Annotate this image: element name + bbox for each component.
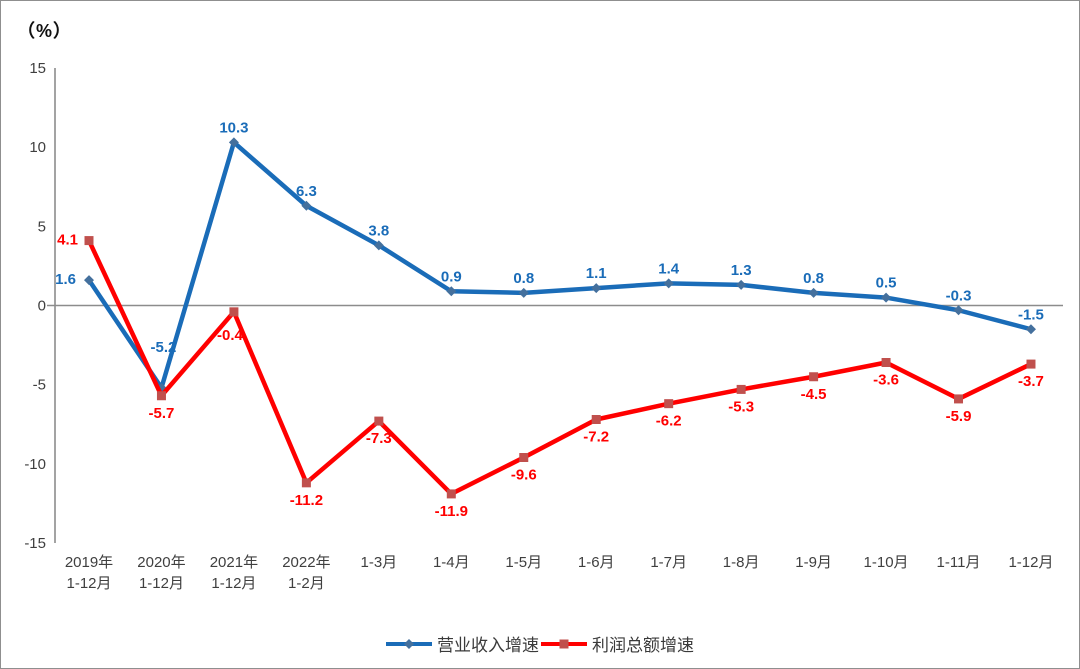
series-line-0	[86, 140, 1034, 391]
legend-label: 利润总额增速	[592, 636, 694, 655]
x-tick-label: 1-6月	[578, 554, 615, 571]
x-tick-label: 2020年	[137, 554, 185, 571]
y-tick-label: -5	[33, 377, 46, 394]
data-point-marker	[446, 489, 456, 499]
data-point-label: -7.2	[583, 429, 609, 446]
data-point-marker	[446, 286, 457, 297]
x-tick-label: 1-3月	[360, 554, 397, 571]
data-point-label: 10.3	[219, 119, 248, 136]
data-point-marker	[84, 236, 94, 246]
data-point-marker	[229, 307, 239, 317]
x-tick-label: 1-12月	[139, 575, 184, 592]
data-point-label: 0.5	[876, 275, 897, 292]
data-point-marker	[663, 278, 674, 289]
legend-item-0: 营业收入增速	[386, 631, 539, 656]
x-tick-label: 1-11月	[937, 554, 981, 571]
legend-label: 营业收入增速	[437, 636, 539, 655]
data-point-marker	[736, 384, 746, 394]
x-tick-label: 1-2月	[288, 575, 325, 592]
y-tick-label: 5	[38, 218, 46, 235]
data-point-marker	[664, 399, 674, 409]
data-point-marker	[591, 283, 602, 294]
data-point-label: -3.7	[1018, 373, 1044, 390]
data-point-label: -1.5	[1018, 306, 1044, 323]
data-point-marker	[228, 137, 239, 148]
x-tick-label: 2022年	[282, 554, 330, 571]
data-point-marker	[373, 240, 384, 251]
data-point-marker	[84, 275, 94, 286]
data-point-label: 1.3	[731, 262, 752, 279]
data-point-label: 4.1	[57, 232, 78, 249]
data-point-label: -5.3	[728, 398, 754, 415]
data-point-label: -6.2	[656, 413, 682, 430]
x-tick-label: 1-12月	[66, 575, 111, 592]
legend-marker-square-icon	[541, 639, 587, 648]
data-point-label: -7.3	[366, 430, 392, 447]
data-point-marker	[519, 453, 529, 462]
data-point-marker	[954, 394, 964, 404]
chart-legend: 营业收入增速 利润总额增速	[1, 631, 1079, 656]
y-tick-label: 15	[29, 60, 46, 77]
data-point-marker	[881, 292, 892, 303]
x-tick-label: 1-9月	[795, 554, 832, 571]
x-tick-label: 1-7月	[650, 554, 687, 571]
data-point-label: -4.5	[801, 386, 827, 403]
data-point-marker	[736, 279, 747, 290]
data-point-label: 1.4	[658, 260, 680, 277]
data-point-marker	[156, 391, 166, 401]
y-tick-label: 0	[38, 298, 46, 315]
series-line-1	[86, 238, 1034, 497]
data-point-label: -5.7	[149, 405, 175, 422]
y-axis-unit-label: （%）	[17, 21, 73, 41]
x-tick-label: 1-4月	[433, 554, 470, 571]
data-point-label: -5.2	[151, 339, 177, 356]
y-tick-label: -10	[24, 456, 46, 473]
y-tick-label: -15	[24, 535, 46, 552]
data-point-label: -11.2	[290, 492, 323, 509]
data-point-marker	[374, 416, 384, 426]
x-tick-label: 2021年	[210, 554, 258, 571]
x-tick-label: 2019年	[65, 554, 113, 571]
x-tick-label: 1-12月	[211, 575, 256, 592]
data-point-label: 3.8	[368, 222, 389, 239]
legend-item-1: 利润总额增速	[541, 631, 694, 656]
data-point-marker	[808, 287, 819, 298]
legend-marker-diamond-icon	[386, 638, 432, 649]
y-tick-label: 10	[29, 139, 46, 156]
data-point-marker	[953, 305, 964, 316]
x-tick-label: 1-8月	[723, 554, 760, 571]
data-point-marker	[301, 200, 312, 211]
data-point-label: 6.3	[296, 183, 317, 200]
data-point-marker	[881, 358, 891, 367]
data-point-marker	[591, 415, 601, 424]
data-point-marker	[1026, 359, 1036, 369]
data-point-marker	[1025, 324, 1036, 335]
data-point-label: 0.8	[803, 270, 824, 287]
data-point-marker	[518, 287, 529, 298]
data-point-label: 1.6	[55, 271, 76, 288]
data-point-label: -5.9	[946, 408, 972, 425]
data-point-label: -11.9	[435, 503, 468, 520]
x-tick-label: 1-5月	[505, 554, 542, 571]
x-tick-label: 1-10月	[864, 554, 909, 571]
data-point-label: -3.6	[873, 372, 899, 389]
data-point-label: 0.9	[441, 268, 462, 285]
data-point-label: 0.8	[513, 270, 534, 287]
data-point-marker	[809, 372, 819, 382]
x-tick-label: 1-12月	[1008, 554, 1053, 571]
data-point-marker	[301, 478, 311, 488]
data-point-label: 1.1	[586, 265, 607, 282]
data-point-label: -0.3	[946, 287, 972, 304]
data-point-label: -0.4	[217, 327, 244, 344]
data-point-label: -9.6	[511, 467, 537, 484]
